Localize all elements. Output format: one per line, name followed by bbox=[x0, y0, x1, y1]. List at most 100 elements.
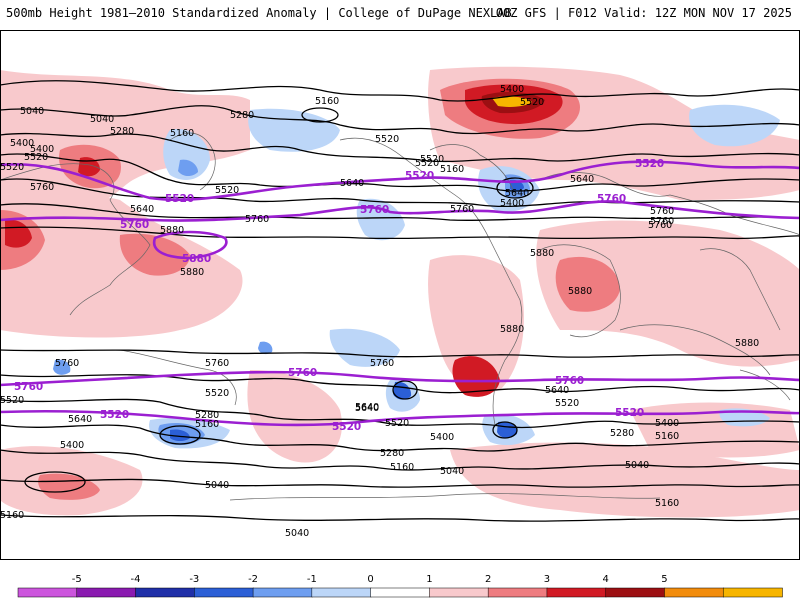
contour-label: 5400 bbox=[30, 144, 54, 155]
purple-contour-label: 5520 bbox=[615, 407, 644, 419]
contour-label: 5160 bbox=[195, 419, 219, 430]
purple-contour-label: 5760 bbox=[360, 204, 389, 216]
contour-label: 5160 bbox=[315, 96, 339, 107]
contour-label: 5640 bbox=[68, 414, 92, 425]
contour-label: 5640 bbox=[545, 385, 569, 396]
height-contours bbox=[0, 80, 800, 522]
contour-label: 5640 bbox=[570, 174, 594, 185]
contour-label: 5520 bbox=[215, 185, 239, 196]
colorbar-tick-label: -3 bbox=[189, 574, 199, 585]
purple-contour-label: 5760 bbox=[555, 375, 584, 387]
contour-label: 5640 bbox=[355, 403, 379, 414]
contour-label: 5640 bbox=[130, 204, 154, 215]
colorbar-tick-label: 3 bbox=[544, 574, 550, 585]
contour-label: 5520 bbox=[0, 162, 24, 173]
contour-label: 5280 bbox=[380, 448, 404, 459]
model-run-info: 00Z GFS | F012 Valid: 12Z MON NOV 17 202… bbox=[495, 6, 792, 20]
purple-contour-label: 5760 bbox=[120, 219, 149, 231]
contour-label: 5280 bbox=[110, 126, 134, 137]
contour-label: 5160 bbox=[440, 164, 464, 175]
contour-label: 5160 bbox=[170, 128, 194, 139]
contour-label: 5160 bbox=[655, 498, 679, 509]
contour-label: 5160 bbox=[655, 431, 679, 442]
colorbar-ticks: -5 -4 -3 -2 -1 0 1 2 3 4 5 bbox=[72, 574, 668, 585]
colorbar-swatch bbox=[252, 587, 313, 598]
colorbar-tick-label: -1 bbox=[307, 574, 317, 585]
colorbar-tick-label: -5 bbox=[72, 574, 82, 585]
contour-label: 5640 bbox=[340, 178, 364, 189]
contour-label: 5160 bbox=[0, 510, 24, 521]
contour-label: 5040 bbox=[205, 480, 229, 491]
colorbar-swatch bbox=[311, 587, 372, 598]
colorbar-swatch bbox=[722, 587, 783, 598]
colorbar-swatch bbox=[17, 587, 78, 598]
contour-label: 5280 bbox=[195, 410, 219, 421]
contour-label: 5520 bbox=[385, 418, 409, 429]
header-bar: 500mb Height 1981–2010 Standardized Anom… bbox=[0, 0, 800, 28]
colorbar-tick-label: 1 bbox=[426, 574, 432, 585]
contour-label: 5400 bbox=[500, 198, 524, 209]
contour-label: 5760 bbox=[650, 216, 674, 227]
contour-label: 5760 bbox=[370, 358, 394, 369]
contour-label: 5880 bbox=[568, 286, 592, 297]
contour-label: 5520 bbox=[24, 152, 48, 163]
colorbar-swatch bbox=[664, 587, 724, 598]
contour-label: 5640 bbox=[505, 188, 529, 199]
contour-label: 5280 bbox=[610, 428, 634, 439]
colorbar-tick-label: 0 bbox=[367, 574, 373, 585]
contour-label: 5760 bbox=[245, 214, 269, 225]
contour-label-group: 5040 5160 5280 5160 5280 5400 5520 5400 … bbox=[0, 84, 759, 539]
colorbar-tick-label: -2 bbox=[248, 574, 258, 585]
colorbar: -5 -4 -3 -2 -1 0 1 2 3 4 5 bbox=[17, 574, 783, 598]
contour-label: 5400 bbox=[430, 432, 454, 443]
purple-contours bbox=[0, 160, 800, 427]
contour-label: 5760 bbox=[650, 206, 674, 217]
contour-label: 5640 bbox=[355, 402, 379, 413]
colorbar-swatch bbox=[194, 587, 254, 598]
contour-label: 5520 bbox=[520, 97, 544, 108]
map-title: 500mb Height 1981–2010 Standardized Anom… bbox=[6, 6, 512, 20]
contour-label: 5040 bbox=[20, 106, 44, 117]
contour-label: 5040 bbox=[440, 466, 464, 477]
anomaly-shading bbox=[0, 66, 800, 518]
weather-map: 5040 5160 5280 5160 5280 5400 5520 5400 … bbox=[0, 30, 800, 560]
contour-label: 5040 bbox=[285, 528, 309, 539]
contour-label: 5880 bbox=[735, 338, 759, 349]
colorbar-tick-label: 5 bbox=[661, 574, 667, 585]
contour-label: 5520 bbox=[420, 154, 444, 165]
contour-label: 5760 bbox=[205, 358, 229, 369]
colorbar-tick-label: -4 bbox=[131, 574, 141, 585]
contour-label: 5160 bbox=[390, 462, 414, 473]
contour-label: 5400 bbox=[10, 138, 34, 149]
contour-label: 5520 bbox=[375, 134, 399, 145]
contour-label: 5760 bbox=[648, 220, 672, 231]
contour-label: 5520 bbox=[205, 388, 229, 399]
contour-label: 5040 bbox=[625, 460, 649, 471]
colorbar-tick-label: 4 bbox=[603, 574, 609, 585]
contour-label: 5880 bbox=[500, 324, 524, 335]
purple-label-group: 5520 5760 5880 5760 5520 5520 5760 5760 … bbox=[14, 158, 664, 433]
purple-contour-label: 5880 bbox=[182, 253, 211, 265]
purple-contour-label: 5760 bbox=[14, 381, 43, 393]
contour-label: 5760 bbox=[30, 182, 54, 193]
contour-label: 5880 bbox=[180, 267, 204, 278]
purple-contour-label: 5520 bbox=[332, 421, 361, 433]
purple-contour-label: 5520 bbox=[635, 158, 664, 170]
contour-label: 5880 bbox=[160, 225, 184, 236]
colorbar-swatch bbox=[546, 587, 607, 598]
colorbar-swatches bbox=[17, 587, 783, 598]
contour-label: 5400 bbox=[655, 418, 679, 429]
colorbar-tick-label: 2 bbox=[485, 574, 491, 585]
contour-label: 5040 bbox=[90, 114, 114, 125]
colorbar-swatch bbox=[370, 587, 431, 598]
purple-contour-label: 5520 bbox=[405, 170, 434, 182]
colorbar-swatch bbox=[429, 587, 489, 598]
contour-label: 5520 bbox=[555, 398, 579, 409]
contour-label: 5880 bbox=[530, 248, 554, 259]
colorbar-swatch bbox=[135, 587, 196, 598]
contour-label: 5760 bbox=[450, 204, 474, 215]
purple-contour-label: 5520 bbox=[100, 409, 129, 421]
colorbar-swatch bbox=[76, 587, 137, 598]
colorbar-swatch bbox=[605, 587, 666, 598]
contour-label: 5520 bbox=[0, 395, 24, 406]
